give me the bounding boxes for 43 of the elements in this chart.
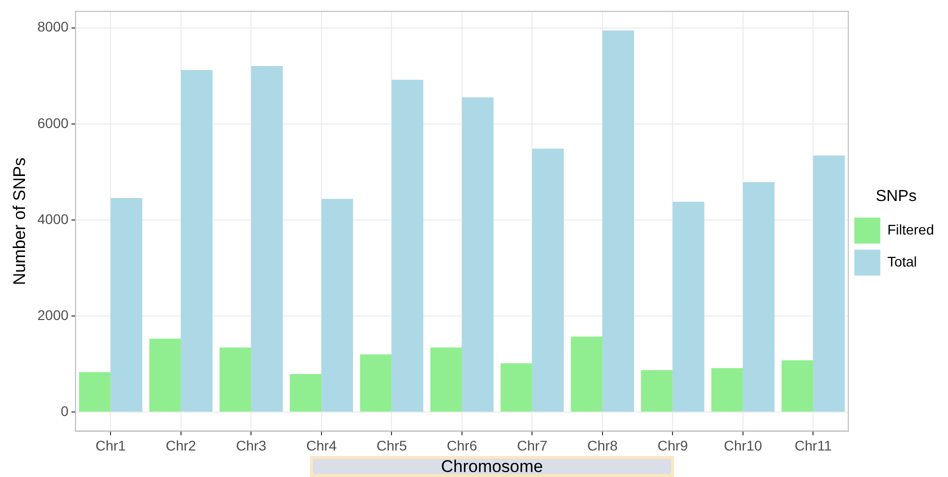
bar [782,360,814,412]
x-tick-label: Chr8 [587,437,618,454]
x-tick-label: Chr3 [236,437,267,454]
x-tick-label: Chr1 [95,437,126,454]
x-tick-label: Chr4 [306,437,337,454]
bar [500,363,532,412]
bar [462,97,494,412]
bar [570,336,602,412]
y-axis-title: Number of SNPs [10,158,29,286]
x-tick-label: Chr5 [376,437,408,454]
bar [532,148,564,412]
x-tick-label: Chr10 [724,437,762,454]
bar [641,370,673,412]
bar [321,198,354,412]
bar [251,66,283,412]
y-tick-label: 4000 [37,210,69,227]
bar [392,80,424,412]
bar [672,202,704,412]
bar [290,374,322,412]
x-tick-label: Chr11 [794,437,832,454]
x-tick-label: Chr6 [446,437,478,454]
bar [742,182,775,412]
legend-label: Total [887,253,917,270]
x-tick-label: Chr9 [658,437,688,454]
bar [220,347,252,412]
bar [813,156,845,412]
y-tick-label: 2000 [37,306,69,323]
bar [711,368,743,412]
y-tick-label: 0 [60,402,69,419]
x-tick-label: Chr2 [166,437,196,454]
bar [180,70,213,412]
x-tick-label: Chr7 [517,437,548,454]
bar [360,354,392,412]
bar [79,372,111,412]
bar [602,30,634,412]
y-tick-label: 6000 [37,114,69,131]
bar [110,198,142,412]
legend-label: Filtered [887,221,934,238]
y-tick-label: 8000 [37,18,69,35]
legend-title: SNPs [876,188,917,205]
bar [430,347,462,412]
bar [149,338,181,412]
x-axis-title: Chromosome [310,456,674,477]
